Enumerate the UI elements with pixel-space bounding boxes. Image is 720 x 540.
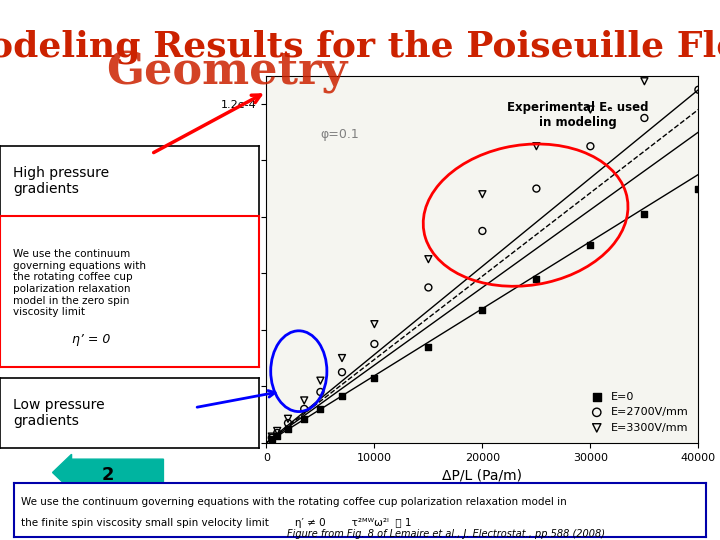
Text: Geometry: Geometry xyxy=(106,51,347,94)
E=2700V/mm xyxy=(585,142,596,151)
E=3300V/mm xyxy=(531,142,542,151)
E=0 xyxy=(271,431,283,440)
E=0 xyxy=(282,425,294,434)
E=3300V/mm xyxy=(585,105,596,114)
E=3300V/mm xyxy=(336,354,348,362)
E=0 xyxy=(369,374,380,382)
Text: 2: 2 xyxy=(102,466,114,484)
E=3300V/mm xyxy=(266,432,277,441)
E=3300V/mm xyxy=(282,415,294,423)
Text: Figure from Fig. 8 of Lemaire et al., J. Electrostat., pp.588 (2008): Figure from Fig. 8 of Lemaire et al., J.… xyxy=(287,529,606,539)
E=2700V/mm xyxy=(423,283,434,292)
Text: the finite spin viscosity small spin velocity limit        η′ ≠ 0        τ²ᴹᵂω²ᴵ: the finite spin viscosity small spin vel… xyxy=(22,518,412,529)
E=0 xyxy=(315,404,326,413)
E=3300V/mm xyxy=(423,255,434,264)
Text: We use the continuum
governing equations with
the rotating coffee cup
polarizati: We use the continuum governing equations… xyxy=(13,249,146,318)
E=2700V/mm xyxy=(531,184,542,193)
E=0 xyxy=(336,392,348,401)
E=2700V/mm xyxy=(693,85,704,94)
E=0 xyxy=(531,275,542,284)
Text: We use the continuum governing equations with the rotating coffee cup polarizati: We use the continuum governing equations… xyxy=(22,497,567,507)
Legend: E=0, E=2700V/mm, E=3300V/mm: E=0, E=2700V/mm, E=3300V/mm xyxy=(584,387,693,437)
E=2700V/mm xyxy=(266,434,277,442)
Text: φ=0.1: φ=0.1 xyxy=(320,128,359,141)
E=2700V/mm xyxy=(336,368,348,376)
Y-axis label: Q/l (m²/s): Q/l (m²/s) xyxy=(202,226,215,292)
E=2700V/mm xyxy=(315,388,326,396)
E=2700V/mm xyxy=(477,227,488,235)
E=3300V/mm xyxy=(271,427,283,435)
E=2700V/mm xyxy=(282,418,294,427)
E=2700V/mm xyxy=(298,404,310,413)
E=3300V/mm xyxy=(369,320,380,328)
E=3300V/mm xyxy=(315,376,326,385)
E=0 xyxy=(477,306,488,314)
Text: η’ = 0: η’ = 0 xyxy=(71,334,110,347)
X-axis label: ΔP/L (Pa/m): ΔP/L (Pa/m) xyxy=(442,468,523,482)
E=0 xyxy=(423,342,434,351)
Text: Experimental Eₑ used
in modeling: Experimental Eₑ used in modeling xyxy=(507,102,648,129)
E=0 xyxy=(639,210,650,218)
E=3300V/mm xyxy=(639,77,650,85)
E=2700V/mm xyxy=(369,340,380,348)
Text: Low pressure
gradients: Low pressure gradients xyxy=(13,398,104,428)
E=0 xyxy=(266,435,277,444)
E=2700V/mm xyxy=(639,113,650,122)
E=2700V/mm xyxy=(271,429,283,437)
Text: Modeling Results for the Poiseuille Flow: Modeling Results for the Poiseuille Flow xyxy=(0,30,720,64)
FancyArrow shape xyxy=(53,454,163,491)
E=0 xyxy=(585,241,596,249)
E=0 xyxy=(298,415,310,423)
Text: High pressure
gradients: High pressure gradients xyxy=(13,166,109,196)
E=0 xyxy=(693,184,704,193)
E=3300V/mm xyxy=(298,396,310,405)
E=3300V/mm xyxy=(477,190,488,199)
